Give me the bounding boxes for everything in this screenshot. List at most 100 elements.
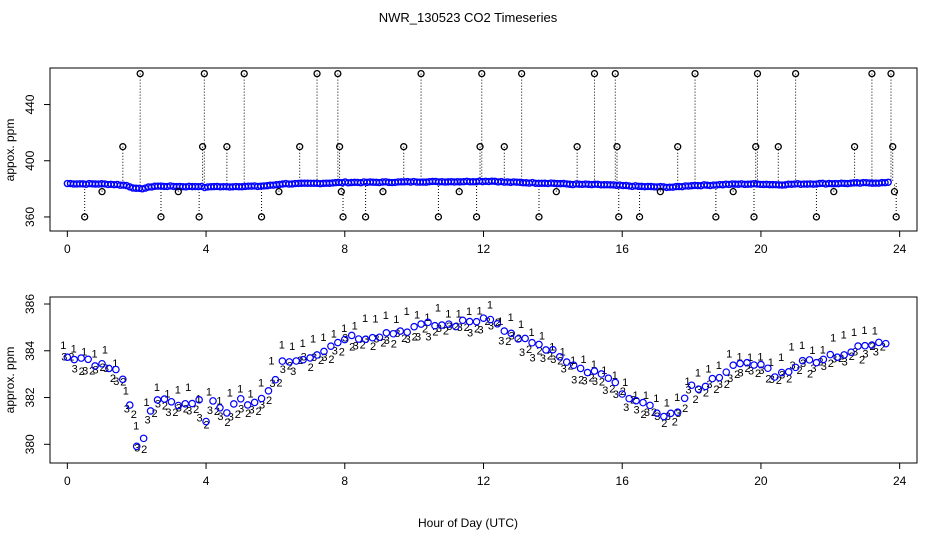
averaged-co2-point: [285, 358, 294, 366]
series-2-marker: 2: [599, 376, 605, 388]
outlier-point: [478, 69, 486, 78]
series-2-marker: 2: [786, 373, 792, 385]
averaged-co2-point: [138, 185, 146, 193]
series-2-marker: 2: [620, 386, 626, 398]
series-1-marker: 1: [612, 370, 618, 382]
averaged-co2-point: [784, 368, 793, 376]
series-1-marker: 1: [851, 327, 857, 339]
series-2-marker: 2: [869, 341, 875, 353]
averaged-co2-point: [195, 396, 203, 404]
series-3-marker: 3: [477, 325, 483, 337]
outlier-point: [157, 213, 165, 221]
series-1-marker: 1: [695, 368, 701, 380]
averaged-co2-point: [729, 361, 737, 369]
series-1-marker: 1: [476, 305, 482, 317]
outlier-point: [500, 143, 508, 151]
series-3-marker: 3: [498, 335, 504, 347]
series-3-marker: 3: [217, 411, 223, 423]
outlier-point: [257, 213, 266, 221]
series-1-marker: 1: [133, 421, 139, 433]
averaged-co2-point: [479, 314, 488, 322]
averaged-co2-point: [139, 434, 148, 443]
outlier-point: [850, 143, 859, 151]
series-3-marker: 3: [186, 405, 192, 417]
outlier-point: [195, 213, 203, 221]
outlier-point: [313, 69, 321, 78]
averaged-co2-point: [805, 356, 814, 364]
series-2-marker: 2: [318, 355, 324, 367]
series-3-marker: 3: [467, 327, 473, 339]
averaged-co2-point: [604, 374, 613, 382]
series-2-marker: 2: [224, 417, 230, 429]
series-1-marker: 1: [196, 394, 202, 406]
series-3-marker: 3: [696, 384, 702, 396]
averaged-co2-point: [562, 358, 571, 366]
series-3-marker: 3: [686, 385, 692, 397]
top-x-tick-label: 4: [203, 242, 210, 256]
series-3-marker: 3: [238, 404, 244, 416]
series-2-marker: 2: [245, 408, 251, 420]
bottom-y-tick-label: 384: [23, 340, 37, 360]
series-2-marker: 2: [349, 342, 355, 354]
averaged-co2-point: [299, 355, 307, 364]
series-2-marker: 2: [849, 351, 855, 363]
averaged-co2-point: [63, 353, 72, 362]
averaged-co2-point: [451, 322, 460, 331]
series-3-marker: 3: [821, 361, 827, 373]
series-1-marker: 1: [674, 392, 680, 404]
series-1-marker: 1: [705, 363, 711, 375]
averaged-co2-point: [223, 409, 231, 417]
averaged-co2-point: [382, 329, 391, 337]
averaged-co2-point: [639, 398, 647, 407]
series-3-marker: 3: [92, 365, 98, 377]
series-2-marker: 2: [308, 362, 314, 374]
averaged-co2-point: [757, 360, 765, 369]
series-2-marker: 2: [776, 375, 782, 387]
averaged-co2-point: [569, 361, 578, 370]
series-1-marker: 1: [414, 309, 420, 321]
series-2-marker: 2: [328, 354, 334, 366]
series-2-marker: 2: [131, 409, 137, 421]
outlier-point: [296, 143, 304, 151]
series-2-marker: 2: [734, 369, 740, 381]
series-3-marker: 3: [540, 353, 546, 365]
series-2-marker: 2: [713, 384, 719, 396]
series-1-marker: 1: [164, 389, 170, 401]
series-3-marker: 3: [706, 379, 712, 391]
series-1-marker: 1: [570, 355, 576, 367]
averaged-co2-point: [687, 381, 696, 390]
series-1-marker: 1: [622, 377, 628, 389]
series-1-marker: 1: [424, 312, 430, 324]
series-3-marker: 3: [810, 363, 816, 375]
series-2-marker: 2: [110, 373, 116, 385]
series-1-marker: 1: [580, 354, 586, 366]
series-3-marker: 3: [321, 352, 327, 364]
series-1-marker: 1: [362, 313, 368, 325]
series-3-marker: 3: [488, 320, 494, 332]
outlier-point: [472, 213, 481, 221]
series-3-marker: 3: [280, 364, 286, 376]
averaged-co2-point: [666, 409, 675, 418]
series-3-marker: 3: [717, 379, 723, 391]
series-2-marker: 2: [99, 362, 105, 374]
series-1-marker: 1: [466, 306, 472, 318]
series-2-marker: 2: [724, 379, 730, 391]
series-1-marker: 1: [112, 358, 118, 370]
series-2-marker: 2: [536, 346, 542, 358]
averaged-co2-point: [500, 327, 509, 335]
series-3-marker: 3: [394, 328, 400, 340]
series-2-marker: 2: [588, 373, 594, 385]
averaged-co2-point: [521, 334, 529, 343]
bottom-x-tick-label: 24: [893, 474, 907, 488]
series-2-marker: 2: [859, 355, 865, 367]
averaged-co2-point: [438, 321, 446, 329]
series-3-marker: 3: [311, 352, 317, 364]
averaged-co2-point: [396, 327, 405, 335]
top-panel-frame: [49, 67, 918, 232]
series-3-marker: 3: [738, 368, 744, 380]
series-3-marker: 3: [82, 366, 88, 378]
series-1-marker: 1: [643, 390, 649, 402]
outlier-point: [379, 188, 387, 196]
series-1-marker: 1: [726, 348, 732, 360]
averaged-co2-point: [257, 394, 266, 403]
